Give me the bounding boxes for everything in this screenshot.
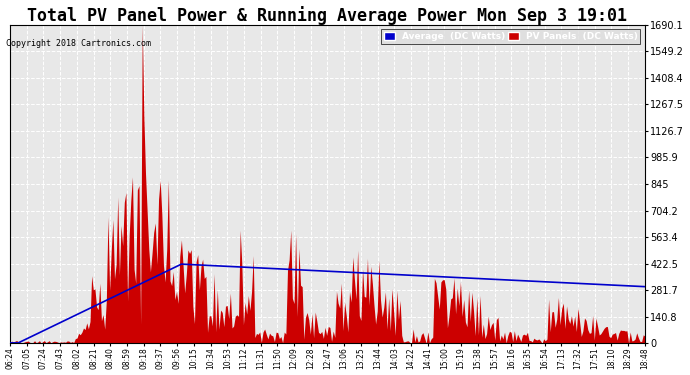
Title: Total PV Panel Power & Running Average Power Mon Sep 3 19:01: Total PV Panel Power & Running Average P… xyxy=(28,6,627,24)
Legend: Average  (DC Watts), PV Panels  (DC Watts): Average (DC Watts), PV Panels (DC Watts) xyxy=(381,29,640,44)
Text: Copyright 2018 Cartronics.com: Copyright 2018 Cartronics.com xyxy=(6,39,150,48)
